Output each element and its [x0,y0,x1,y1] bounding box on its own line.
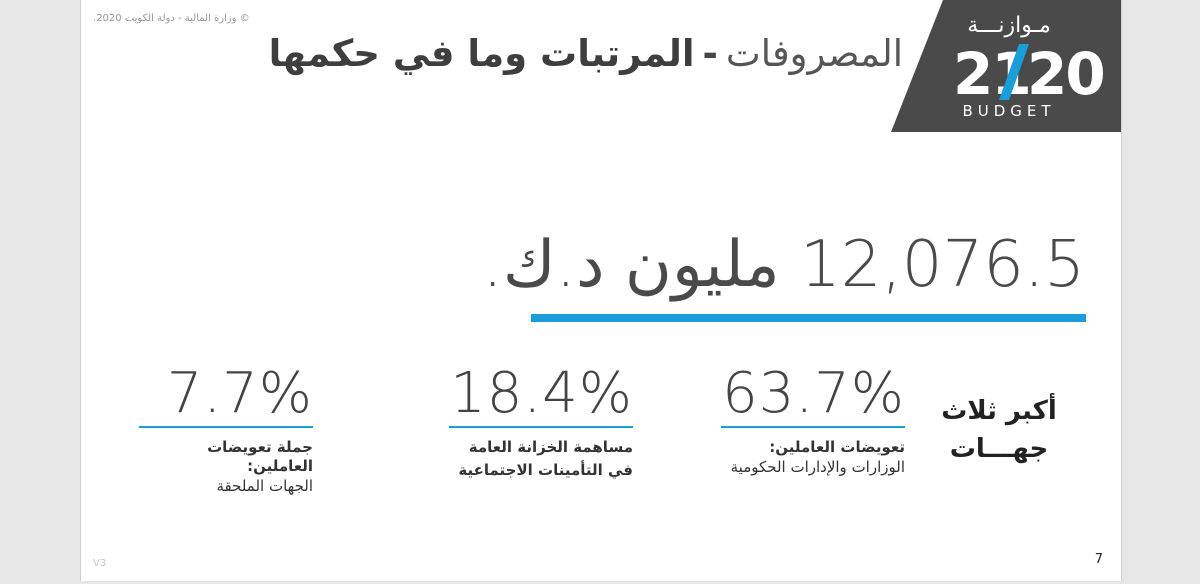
logo-word-arabic: مـوازنـــة [967,13,1051,38]
total-amount-unit: مليون د.ك. [482,228,780,302]
stat-caption-title: تعويضات العاملين: [769,438,905,456]
total-amount: 12,076.5 مليون د.ك. [483,228,1085,302]
title-section: المصروفات [725,32,903,75]
stat-caption-subtitle: الوزارات والإدارات الحكومية [730,458,905,476]
slide: © وزارة المالية - دولة الكويت 2020. مـوا… [80,0,1122,581]
logo-slash-mark [999,44,1029,100]
copyright-text: © وزارة المالية - دولة الكويت 2020. [93,13,250,24]
logo-background [891,0,1121,132]
stat-rule [449,426,633,428]
budget-logo: مـوازنـــة 21 20 BUDGET [891,0,1121,132]
stat-caption-subtitle: الجهات الملحقة [216,477,313,495]
top-three-line1: أكبر ثلاث [941,396,1057,426]
stat-caption-title: مساهمة الخزانة العامة [468,438,633,456]
total-amount-value: 12,076.5 [800,228,1085,302]
top-three-line2: جهـــات [949,434,1049,464]
logo-word-budget: BUDGET [962,102,1055,120]
stat-ministries: 63.7% تعويضات العاملين: الوزارات والإدار… [721,364,905,478]
stat-percent: 18.4% [450,361,633,426]
stat-rule [139,426,313,428]
top-three-label: أكبر ثلاث جهـــات [939,392,1059,468]
page-number: 7 [1094,552,1103,567]
logo-number-right: 20 [1027,40,1104,108]
stat-percent: 7.7% [166,361,313,426]
stat-attached-entities: 7.7% جملة تعويضات العاملين: الجهات الملح… [139,364,313,497]
stat-percent: 63.7% [722,361,905,426]
title-separator: - [702,32,718,75]
title-topic: المرتبات وما في حكمها [268,32,695,75]
stat-caption-subtitle: في التأمينات الاجتماعية [458,461,633,479]
stat-rule [721,426,905,428]
total-underline-bar [531,314,1086,322]
version-label: V3 [93,558,107,569]
page-title: المصروفات-المرتبات وما في حكمها [269,32,903,75]
stat-social-insurance: 18.4% مساهمة الخزانة العامة في التأمينات… [449,364,633,480]
stat-caption-title: جملة تعويضات العاملين: [207,438,313,475]
